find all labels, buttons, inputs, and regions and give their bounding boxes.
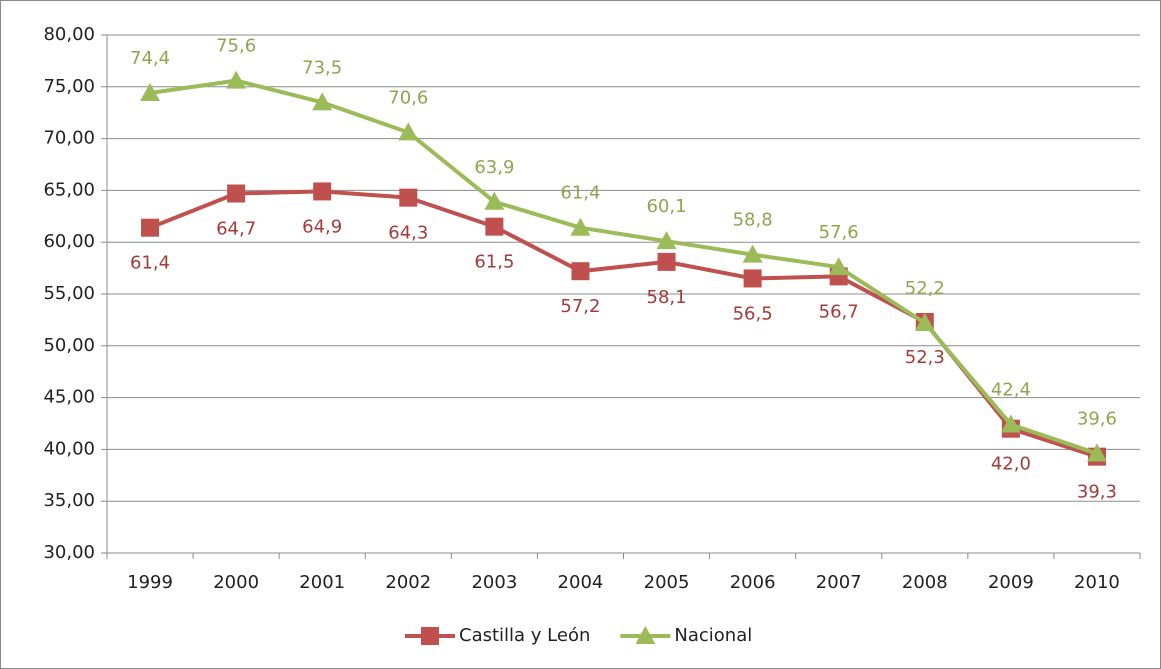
x-tick-label: 1999 bbox=[127, 572, 173, 593]
x-tick-label: 2001 bbox=[299, 572, 345, 593]
data-label: 39,3 bbox=[1077, 482, 1117, 503]
series-line bbox=[149, 78, 1098, 456]
data-point bbox=[743, 269, 762, 288]
data-label: 61,5 bbox=[474, 252, 514, 273]
data-label: 58,8 bbox=[733, 210, 773, 231]
x-tick-label: 2008 bbox=[902, 572, 948, 593]
data-point bbox=[484, 191, 505, 210]
data-point bbox=[828, 257, 849, 276]
x-tick-label: 2007 bbox=[816, 572, 862, 593]
y-tick-label: 40,00 bbox=[43, 438, 95, 459]
y-tick-label: 80,00 bbox=[43, 24, 95, 45]
data-label: 73,5 bbox=[302, 57, 342, 78]
data-label: 60,1 bbox=[647, 196, 687, 217]
data-label: 57,2 bbox=[560, 296, 600, 317]
data-label: 42,4 bbox=[991, 380, 1031, 401]
x-tick-label: 2005 bbox=[644, 572, 690, 593]
x-tick-label: 2002 bbox=[385, 572, 431, 593]
data-point bbox=[141, 218, 160, 237]
data-label: 64,9 bbox=[302, 216, 342, 237]
data-label: 61,4 bbox=[560, 183, 600, 204]
data-point bbox=[742, 244, 763, 263]
data-point bbox=[398, 122, 419, 141]
data-label: 57,6 bbox=[819, 222, 859, 243]
legend-label: Castilla y León bbox=[459, 625, 590, 646]
legend-marker bbox=[635, 626, 656, 644]
data-label: 58,1 bbox=[647, 287, 687, 308]
data-point bbox=[312, 92, 333, 111]
data-point bbox=[313, 182, 332, 201]
x-tick-label: 2000 bbox=[213, 572, 259, 593]
y-tick-label: 30,00 bbox=[43, 542, 95, 563]
data-label: 39,6 bbox=[1077, 409, 1117, 430]
data-label: 74,4 bbox=[130, 48, 170, 69]
x-tick-label: 2003 bbox=[471, 572, 517, 593]
y-tick-label: 35,00 bbox=[43, 490, 95, 511]
data-point bbox=[485, 217, 504, 236]
data-point bbox=[656, 231, 677, 250]
y-tick-label: 75,00 bbox=[43, 76, 95, 97]
data-point bbox=[227, 184, 246, 203]
data-point bbox=[914, 313, 935, 332]
y-tick-label: 55,00 bbox=[43, 283, 95, 304]
data-label: 63,9 bbox=[474, 157, 514, 178]
data-label: 52,2 bbox=[905, 278, 945, 299]
x-tick-label: 2009 bbox=[988, 572, 1034, 593]
data-point bbox=[140, 83, 161, 102]
data-label: 75,6 bbox=[216, 36, 256, 57]
data-point bbox=[399, 188, 418, 207]
y-tick-label: 45,00 bbox=[43, 387, 95, 408]
data-point bbox=[657, 252, 676, 271]
x-tick-label: 2010 bbox=[1074, 572, 1120, 593]
x-tick-label: 2004 bbox=[558, 572, 604, 593]
data-point bbox=[1000, 414, 1021, 433]
legend-marker bbox=[421, 627, 439, 645]
data-point bbox=[226, 70, 247, 89]
x-tick-label: 2006 bbox=[730, 572, 776, 593]
data-label: 61,4 bbox=[130, 253, 170, 274]
data-label: 56,7 bbox=[819, 301, 859, 322]
y-tick-label: 50,00 bbox=[43, 335, 95, 356]
y-tick-label: 70,00 bbox=[43, 128, 95, 149]
data-point bbox=[571, 262, 590, 281]
data-point bbox=[1086, 443, 1107, 462]
data-label: 64,3 bbox=[388, 223, 428, 244]
y-tick-label: 60,00 bbox=[43, 231, 95, 252]
data-label: 42,0 bbox=[991, 454, 1031, 475]
legend-label: Nacional bbox=[674, 625, 752, 646]
data-point bbox=[570, 217, 591, 236]
data-label: 64,7 bbox=[216, 219, 256, 240]
data-label: 70,6 bbox=[388, 87, 428, 108]
y-tick-label: 65,00 bbox=[43, 179, 95, 200]
data-label: 52,3 bbox=[905, 347, 945, 368]
data-label: 56,5 bbox=[733, 303, 773, 324]
